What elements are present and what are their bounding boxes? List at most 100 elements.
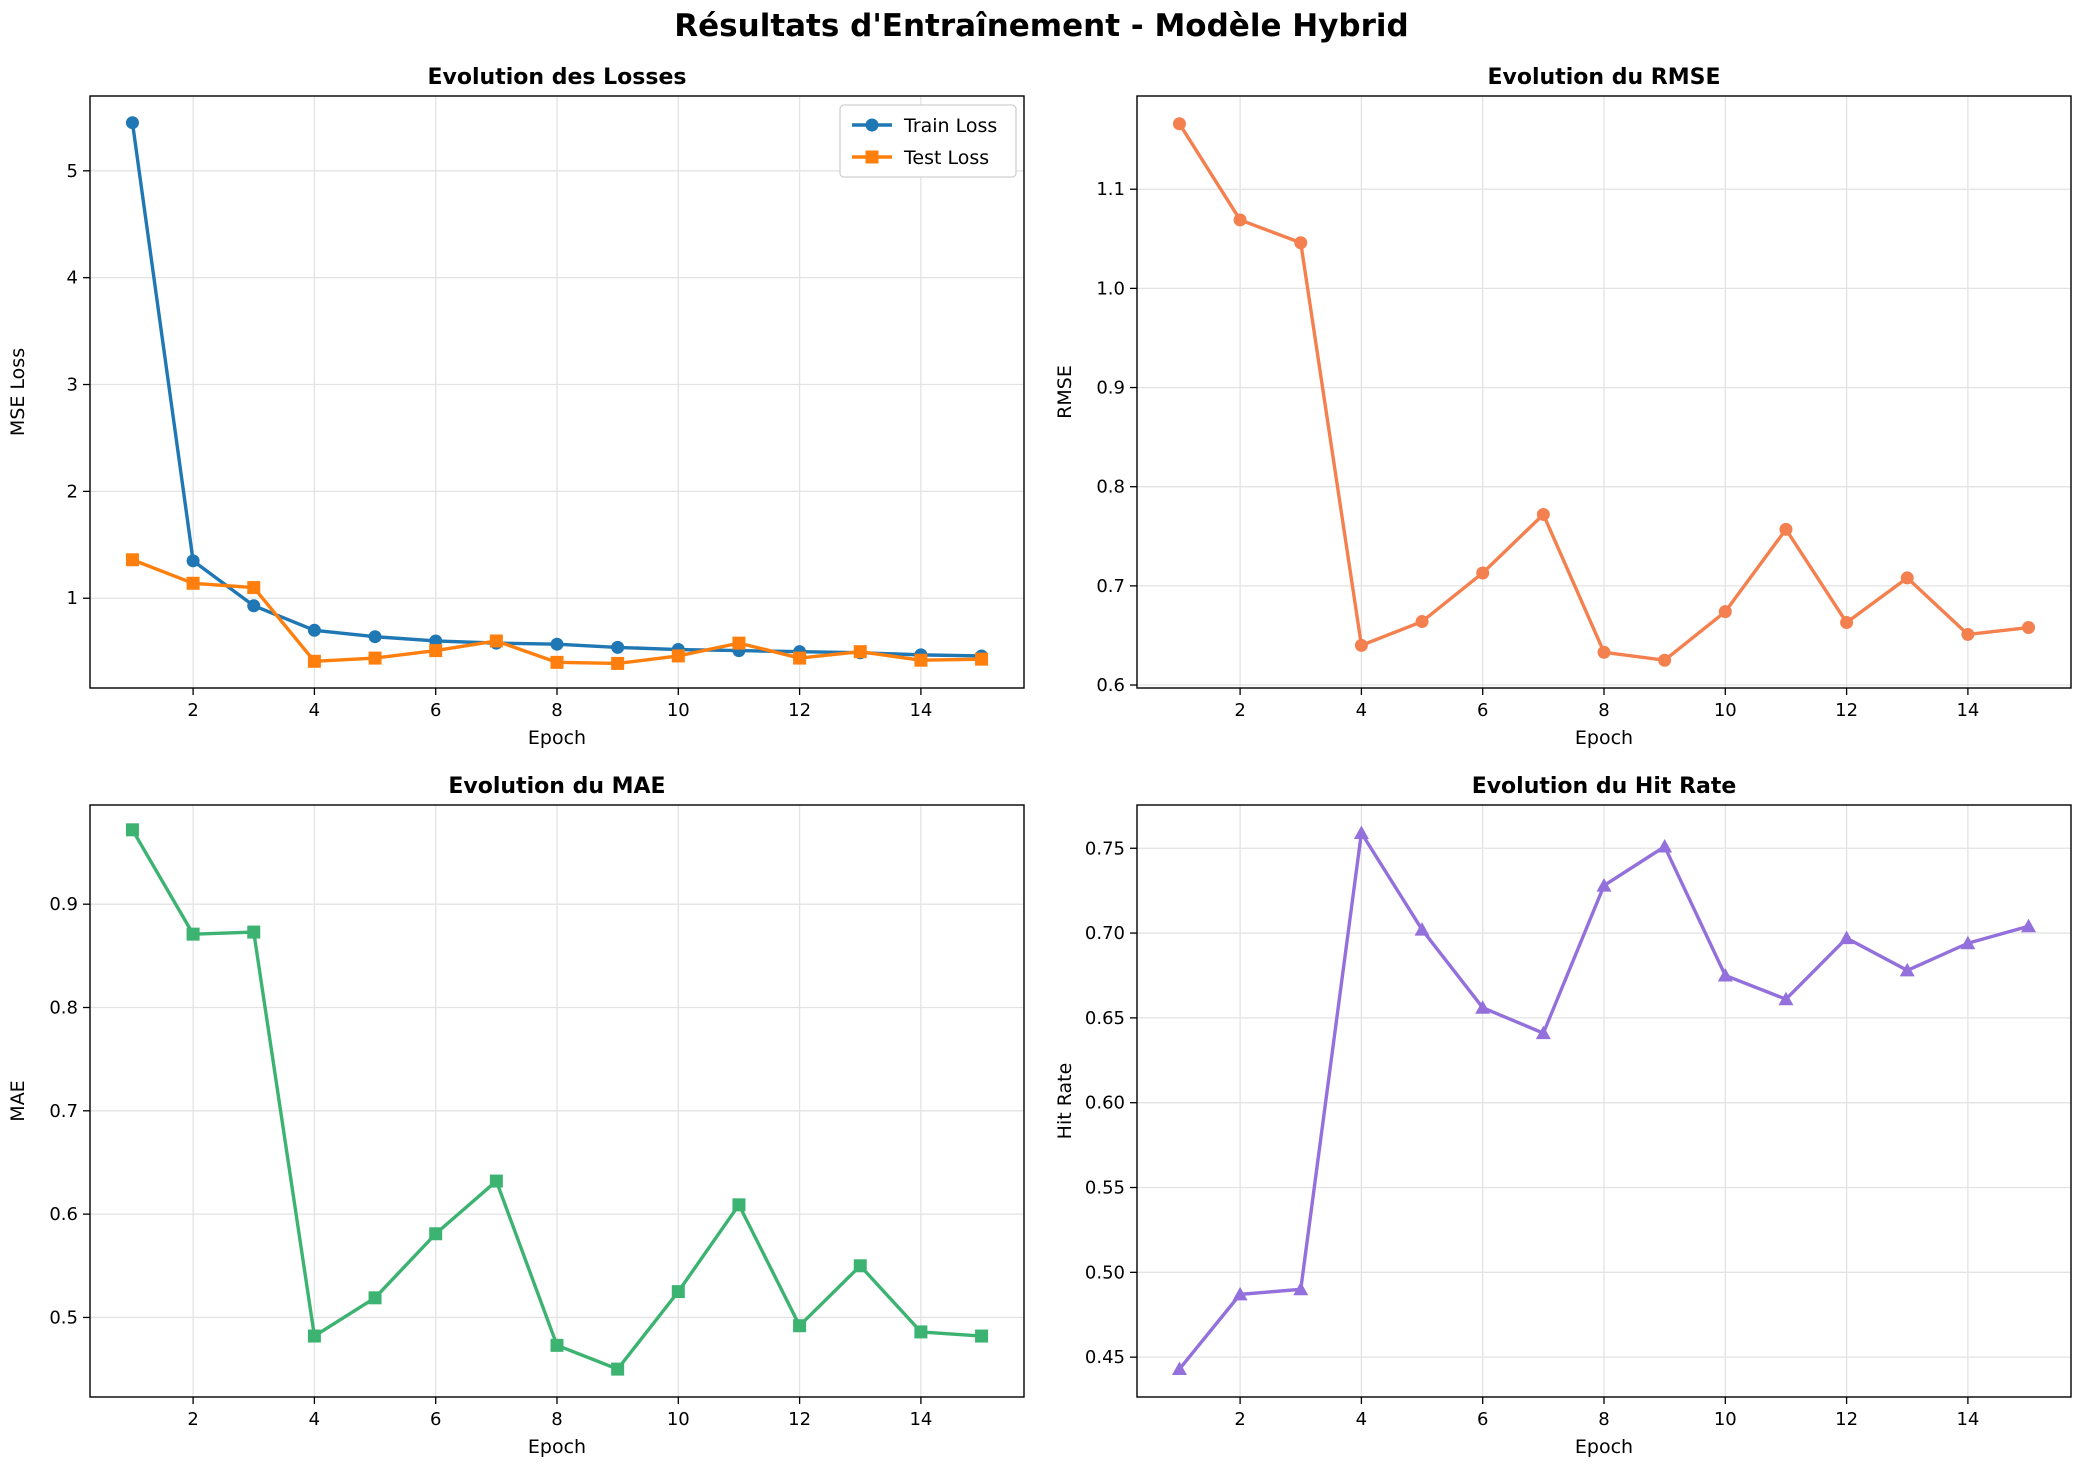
y-tick-label: 0.70 (1085, 923, 1125, 944)
x-tick-label: 12 (788, 700, 811, 721)
data-point (125, 553, 139, 567)
data-point (307, 654, 321, 668)
x-axis-label: Epoch (1575, 1436, 1633, 1458)
x-tick-label: 4 (309, 1409, 320, 1430)
data-point (1171, 1361, 1187, 1376)
data-point (550, 655, 564, 669)
data-point (1657, 839, 1673, 853)
x-tick-label: 2 (187, 700, 198, 721)
y-axis-label: MAE (7, 1080, 29, 1121)
data-point (125, 116, 139, 130)
series-test-loss (125, 553, 989, 670)
data-point (975, 1329, 989, 1343)
y-tick-label: 0.6 (1096, 675, 1125, 696)
y-tick-label: 1.0 (1096, 278, 1125, 299)
data-point (1597, 645, 1611, 659)
data-point (1233, 213, 1247, 227)
data-point (247, 599, 261, 613)
data-point (853, 645, 867, 659)
figure-title: Résultats d'Entraînement - Modèle Hybrid (674, 8, 1409, 44)
y-tick-label: 0.5 (49, 1307, 78, 1328)
data-point (975, 652, 989, 666)
x-tick-label: 12 (1835, 700, 1858, 721)
x-tick-label: 14 (909, 700, 932, 721)
data-point (2021, 918, 2037, 933)
data-point (368, 651, 382, 665)
data-point (671, 649, 685, 663)
x-tick-label: 12 (788, 1409, 811, 1430)
axes-frame (89, 95, 1025, 689)
y-tick-label: 2 (67, 481, 78, 502)
data-point (611, 640, 625, 654)
data-point (1717, 967, 1733, 982)
data-point (550, 637, 564, 651)
y-tick-label: 0.50 (1085, 1262, 1125, 1283)
data-point (1779, 522, 1793, 536)
data-point (611, 1362, 625, 1376)
data-point (1960, 935, 1976, 950)
y-tick-label: 0.8 (1096, 477, 1125, 498)
data-point (1476, 566, 1490, 580)
y-tick-label: 0.7 (49, 1101, 78, 1122)
y-tick-label: 0.9 (1096, 378, 1125, 399)
x-tick-label: 10 (667, 700, 690, 721)
x-tick-label: 10 (1714, 700, 1737, 721)
series-1 (1172, 117, 2036, 667)
subplot-title: Evolution des Losses (428, 65, 687, 90)
data-point (1778, 991, 1794, 1006)
data-point (1961, 627, 1975, 641)
x-tick-label: 6 (1477, 1409, 1488, 1430)
x-tick-label: 4 (1356, 700, 1367, 721)
data-point (1232, 1286, 1248, 1301)
data-point (186, 554, 200, 568)
data-point (1475, 1000, 1491, 1014)
series-1 (1171, 825, 2037, 1376)
legend-marker (865, 150, 879, 164)
data-point (1596, 878, 1612, 892)
y-axis-label: Hit Rate (1054, 1063, 1076, 1140)
data-point (429, 644, 443, 658)
x-tick-label: 2 (1234, 700, 1245, 721)
data-point (1293, 1281, 1309, 1296)
data-point (550, 1338, 564, 1352)
x-tick-label: 14 (1956, 700, 1979, 721)
y-tick-label: 0.55 (1085, 1178, 1125, 1199)
axes-frame (89, 804, 1025, 1398)
y-tick-label: 0.6 (49, 1204, 78, 1225)
data-point (247, 925, 261, 939)
data-point (793, 1319, 807, 1333)
x-tick-label: 8 (551, 1409, 562, 1430)
data-point (247, 581, 261, 595)
x-tick-label: 6 (430, 700, 441, 721)
x-tick-label: 4 (309, 700, 320, 721)
data-point (1415, 615, 1429, 629)
x-tick-label: 10 (667, 1409, 690, 1430)
data-point (1414, 922, 1430, 936)
data-point (914, 1325, 928, 1339)
subplot-4: 2 4 6 8 10 12 14 0.45 0.50 0.55 0.60 0.65 0.70 0.75 Ev… (1054, 774, 2072, 1458)
data-point (1840, 616, 1854, 630)
data-point (368, 1291, 382, 1305)
y-tick-label: 1.1 (1096, 179, 1125, 200)
legend: Train Loss Test Loss (839, 104, 1017, 178)
data-point (1294, 236, 1308, 250)
x-tick-label: 2 (187, 1409, 198, 1430)
data-point (1899, 962, 1915, 977)
data-point (1535, 1025, 1551, 1040)
x-tick-label: 14 (1956, 1409, 1979, 1430)
legend-marker (865, 118, 879, 132)
y-tick-label: 0.7 (1096, 576, 1125, 597)
x-tick-label: 14 (909, 1409, 932, 1430)
x-tick-label: 4 (1356, 1409, 1367, 1430)
subplot-title: Evolution du MAE (448, 774, 665, 799)
subplot-2: 2 4 6 8 10 12 14 0.6 0.7 0.8 0.9 1.0 1.1 Evolution du… (1054, 65, 2072, 749)
data-point (793, 651, 807, 665)
data-point (1658, 653, 1672, 667)
subplot-title: Evolution du RMSE (1488, 65, 1721, 90)
data-point (853, 1259, 867, 1273)
x-tick-label: 6 (1477, 700, 1488, 721)
subplot-3: 2 4 6 8 10 12 14 0.5 0.6 0.7 0.8 0.9 Evolution du MA… (7, 774, 1025, 1458)
x-tick-label: 6 (430, 1409, 441, 1430)
data-point (1718, 605, 1732, 619)
